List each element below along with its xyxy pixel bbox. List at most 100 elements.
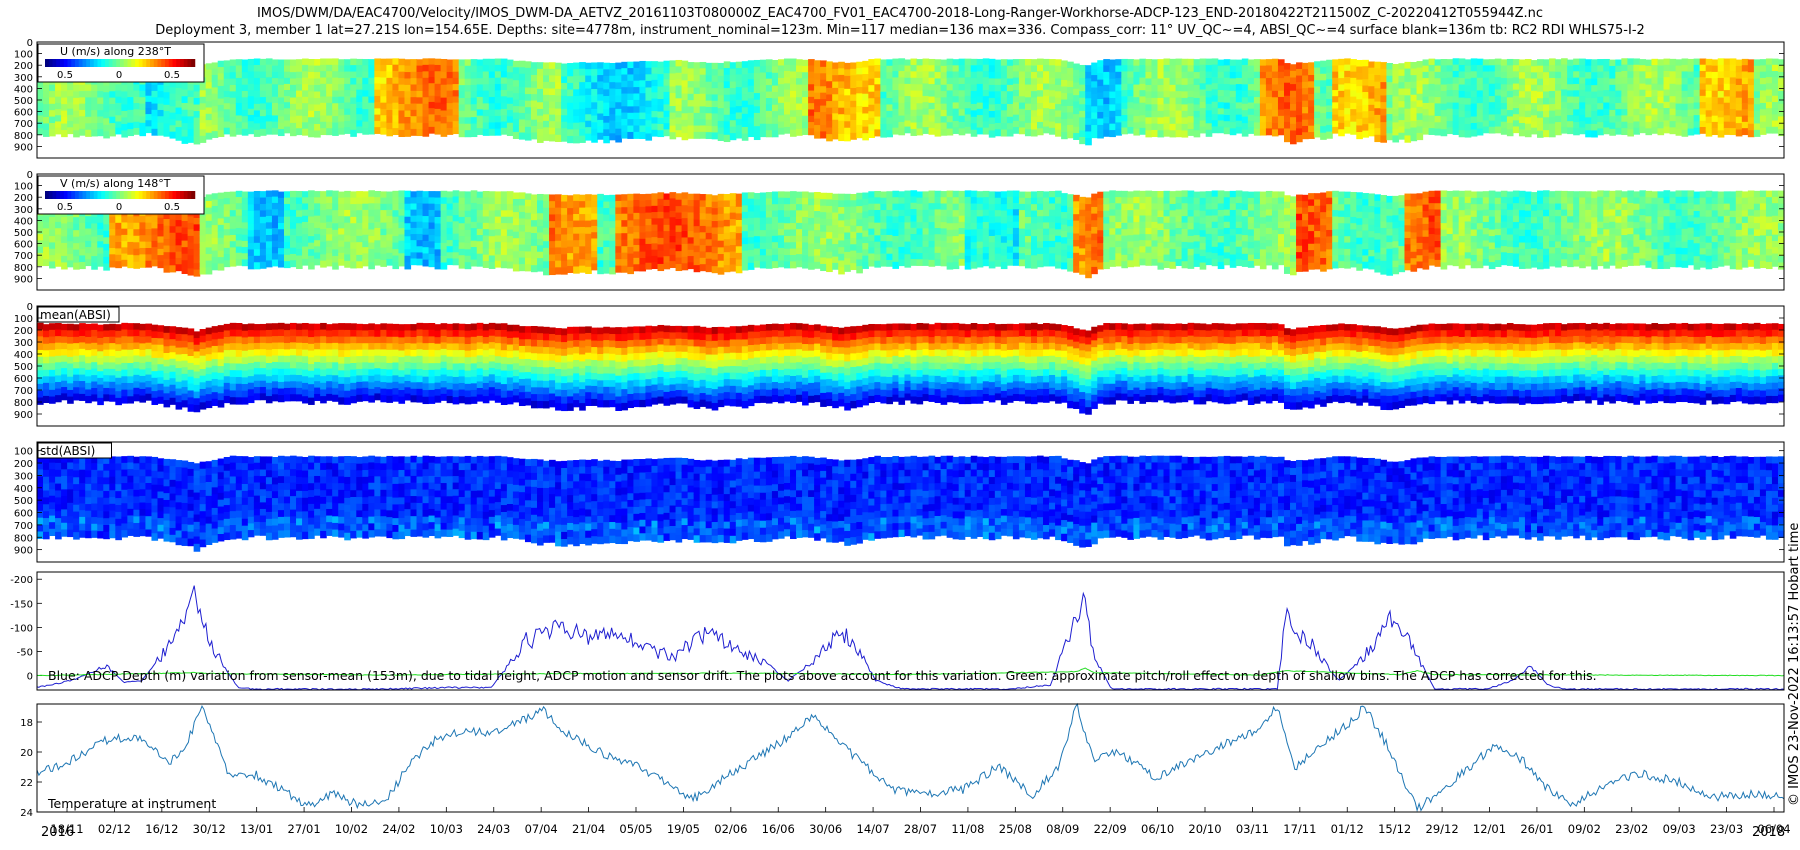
heatmap-cell (970, 116, 978, 124)
heatmap-cell (524, 61, 532, 69)
heatmap-cell (1452, 89, 1460, 97)
heatmap-cell (1344, 83, 1351, 91)
heatmap-cell (506, 235, 514, 243)
heatmap-cell (49, 110, 56, 118)
heatmap-cell (416, 129, 424, 137)
heatmap-cell (223, 121, 231, 129)
heatmap-cell (1693, 127, 1701, 135)
heatmap-cell (1012, 96, 1020, 103)
heatmap-cell (79, 242, 86, 250)
heatmap-cell (524, 257, 532, 265)
heatmap-cell (645, 120, 653, 128)
heatmap-cell (693, 81, 701, 89)
heatmap-cell (1380, 108, 1387, 117)
heatmap-cell (326, 221, 333, 229)
heatmap-cell (476, 216, 484, 224)
heatmap-cell (434, 217, 442, 225)
heatmap-cell (1187, 90, 1195, 98)
heatmap-cell (1362, 66, 1369, 74)
heatmap-cell (633, 80, 641, 88)
heatmap-cell (151, 240, 159, 248)
heatmap-cell (1277, 84, 1285, 92)
heatmap-cell (579, 252, 586, 260)
heatmap-cell (271, 59, 279, 67)
heatmap-cell (217, 98, 225, 106)
heatmap-cell (1380, 115, 1387, 123)
heatmap-cell (747, 192, 755, 200)
heatmap-cell (1217, 83, 1225, 91)
heatmap-cell (1000, 91, 1008, 99)
heatmap-cell (693, 265, 701, 273)
heatmap-cell (500, 127, 508, 135)
heatmap-cell (1512, 114, 1520, 121)
heatmap-cell (1494, 126, 1502, 134)
heatmap-cell (37, 121, 44, 129)
heatmap-cell (446, 128, 454, 135)
heatmap-cell (1265, 59, 1273, 67)
heatmap-cell (380, 253, 387, 261)
heatmap-cell (229, 91, 237, 99)
heatmap-cell (1271, 84, 1279, 92)
heatmap-cell (771, 104, 779, 112)
heatmap-cell (211, 81, 219, 89)
heatmap-cell (1765, 64, 1773, 72)
heatmap-cell (862, 126, 869, 134)
heatmap-cell (404, 123, 412, 131)
heatmap-cell (1663, 77, 1671, 84)
heatmap-cell (717, 233, 725, 242)
heatmap-cell (1663, 89, 1671, 97)
heatmap-cell (217, 60, 225, 68)
heatmap-cell (543, 207, 550, 215)
heatmap-cell (1205, 129, 1213, 137)
heatmap-cell (1537, 59, 1544, 67)
heatmap-cell (1133, 71, 1141, 79)
heatmap-cell (747, 123, 755, 131)
heatmap-cell (91, 123, 98, 131)
heatmap-cell (585, 194, 592, 202)
heatmap-cell (362, 127, 369, 135)
heatmap-cell (1476, 109, 1484, 117)
heatmap-cell (1320, 86, 1327, 95)
heatmap-cell (1079, 91, 1086, 99)
heatmap-cell (1512, 65, 1520, 72)
heatmap-cell (1741, 128, 1749, 136)
heatmap-cell (753, 112, 761, 121)
heatmap-cell (910, 109, 918, 117)
heatmap-cell (1645, 103, 1653, 111)
heatmap-cell (1175, 58, 1183, 66)
heatmap-cell (627, 240, 634, 248)
heatmap-cell (1350, 77, 1357, 85)
heatmap-cell (693, 74, 701, 82)
heatmap-cell (422, 191, 430, 198)
heatmap-cell (1037, 121, 1044, 129)
heatmap-cell (567, 89, 574, 97)
heatmap-cell (729, 88, 737, 96)
heatmap-cell (205, 234, 213, 242)
heatmap-cell (362, 71, 369, 79)
heatmap-cell (458, 248, 466, 256)
heatmap-cell (199, 254, 207, 262)
heatmap-cell (61, 123, 68, 131)
heatmap-cell (440, 216, 448, 224)
heatmap-cell (1374, 88, 1381, 96)
heatmap-cell (790, 58, 797, 66)
heatmap-cell (1446, 71, 1454, 79)
heatmap-cell (729, 107, 737, 115)
heatmap-cell (247, 90, 255, 97)
heatmap-cell (1187, 84, 1195, 92)
heatmap-cell (157, 91, 165, 98)
heatmap-cell (482, 122, 490, 130)
heatmap-cell (970, 110, 978, 118)
heatmap-cell (308, 262, 315, 270)
heatmap-cell (705, 258, 713, 266)
heatmap-cell (368, 229, 375, 237)
heatmap-cell (597, 94, 604, 102)
heatmap-cell (1603, 114, 1610, 122)
heatmap-cell (651, 104, 659, 112)
heatmap-cell (476, 247, 484, 255)
heatmap-cell (1205, 123, 1213, 131)
heatmap-cell (1440, 78, 1448, 86)
heatmap-cell (446, 209, 454, 217)
heatmap-cell (302, 234, 309, 242)
heatmap-cell (344, 59, 351, 66)
